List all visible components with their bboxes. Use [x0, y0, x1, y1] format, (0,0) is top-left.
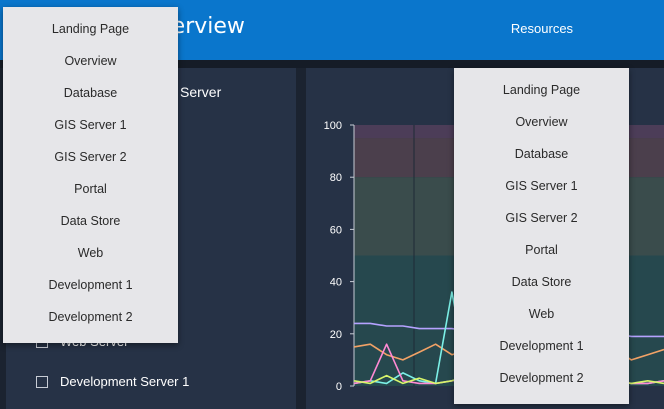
server-label: Development Server 1 [60, 374, 190, 389]
menu-item-overview[interactable]: Overview [515, 115, 568, 129]
navigation-dropdown-left: Landing Page Overview Database GIS Serve… [3, 7, 178, 343]
menu-item-web[interactable]: Web [77, 246, 104, 260]
menu-item-gis-server-1[interactable]: GIS Server 1 [54, 118, 127, 132]
y-tick-label: 80 [330, 172, 342, 184]
menu-item-landing-page[interactable]: Landing Page [51, 22, 130, 36]
menu-item-web[interactable]: Web [528, 307, 555, 321]
menu-item-development-2[interactable]: Development 2 [499, 371, 584, 385]
y-tick-label: 40 [330, 277, 342, 289]
server-row-development-1[interactable]: Development Server 1 [36, 374, 189, 389]
menu-item-development-1[interactable]: Development 1 [499, 339, 584, 353]
menu-item-gis-server-1[interactable]: GIS Server 1 [505, 179, 578, 193]
menu-item-gis-server-2[interactable]: GIS Server 2 [54, 150, 127, 164]
menu-item-database[interactable]: Database [514, 147, 569, 161]
menu-item-portal[interactable]: Portal [525, 243, 558, 257]
menu-item-data-store[interactable]: Data Store [511, 275, 572, 289]
checkbox[interactable] [36, 375, 48, 388]
menu-item-data-store[interactable]: Data Store [60, 214, 121, 228]
menu-item-development-2[interactable]: Development 2 [48, 310, 133, 324]
menu-item-database[interactable]: Database [63, 86, 118, 100]
y-tick-label: 100 [324, 120, 342, 132]
menu-item-development-1[interactable]: Development 1 [48, 278, 133, 292]
menu-item-overview[interactable]: Overview [64, 54, 117, 68]
y-tick-label: 20 [330, 329, 342, 341]
menu-item-landing-page[interactable]: Landing Page [502, 83, 581, 97]
resources-menu-button[interactable]: Resources [510, 21, 574, 36]
menu-item-portal[interactable]: Portal [74, 182, 107, 196]
y-tick-label: 60 [330, 224, 342, 236]
y-tick-label: 0 [336, 381, 342, 393]
header-divider [0, 60, 664, 68]
menu-item-gis-server-2[interactable]: GIS Server 2 [505, 211, 578, 225]
navigation-dropdown-right: Landing Page Overview Database GIS Serve… [454, 68, 629, 404]
